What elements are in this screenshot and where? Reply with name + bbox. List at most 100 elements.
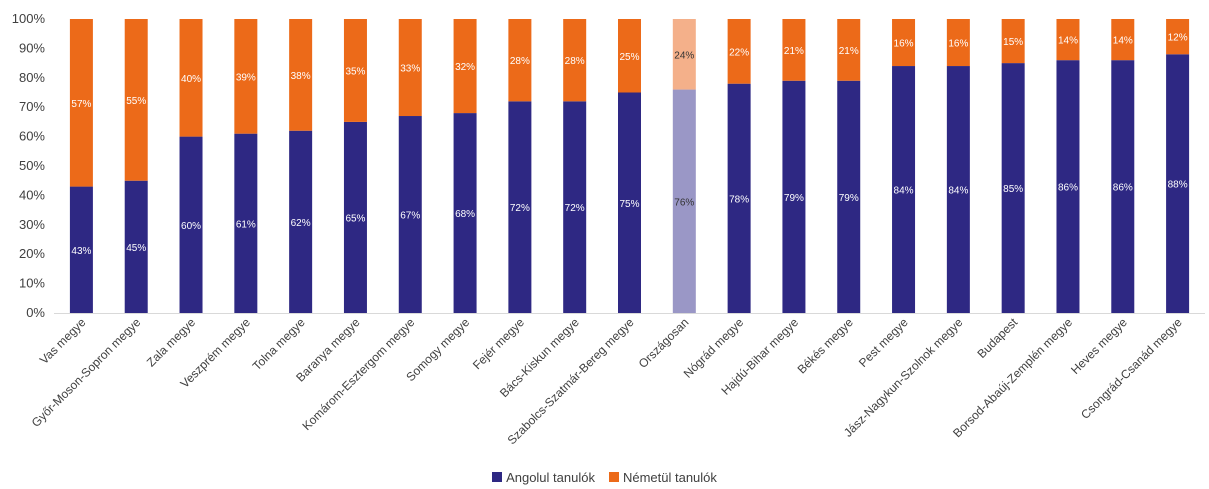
y-tick-label: 10% — [19, 276, 45, 291]
y-tick-label: 60% — [19, 129, 45, 144]
y-tick-label: 70% — [19, 99, 45, 114]
bar-segment-german — [837, 19, 861, 81]
bars: 43% 57% 45% 55% 60% 40% 61% 39% 62% 38% 65% 35% 67% 3… — [69, 19, 1190, 314]
bar-segment-german — [234, 19, 258, 134]
bar-segment-german — [69, 19, 93, 187]
x-tick-label: Békés megye — [795, 315, 857, 377]
data-label-english: 72% — [510, 203, 530, 214]
data-label-german: 25% — [619, 52, 639, 63]
bar-segment-german — [563, 19, 587, 102]
data-label-english: 85% — [1003, 184, 1023, 195]
legend-swatch-english — [492, 472, 503, 482]
bar-segment-english — [618, 92, 641, 313]
data-label-german: 32% — [455, 62, 475, 73]
data-label-german: 21% — [784, 46, 804, 57]
bar-segment-german — [343, 19, 367, 122]
data-label-english: 75% — [619, 199, 639, 210]
data-label-english: 84% — [894, 186, 914, 197]
data-label-english: 45% — [126, 243, 146, 254]
legend-item-english: Angolul tanulók — [492, 470, 595, 485]
bar-segment-english — [782, 80, 806, 314]
data-label-german: 35% — [345, 66, 365, 77]
data-label-english: 65% — [345, 213, 365, 224]
data-label-english: 60% — [181, 221, 201, 232]
bar-segment-english — [69, 186, 93, 313]
y-tick-label: 50% — [19, 158, 45, 173]
legend-item-german: Németül tanulók — [608, 469, 717, 485]
bar-segment-german — [727, 19, 751, 84]
legend: Angolul tanulók Németül tanulók — [0, 468, 1209, 486]
bar-segment-english — [289, 130, 313, 313]
data-label-english: 72% — [565, 203, 585, 214]
y-tick-label: 30% — [19, 217, 45, 232]
data-label-german: 57% — [71, 99, 91, 110]
x-tick-label: Vas megye — [37, 315, 89, 367]
data-label-german: 12% — [1168, 33, 1188, 44]
bar-segment-german — [398, 19, 422, 117]
bar-segment-english — [1001, 63, 1025, 313]
data-label-english: 86% — [1058, 183, 1078, 194]
bar-segment-english — [453, 113, 477, 313]
x-tick-label: Tolna megye — [250, 315, 308, 373]
x-tick-label: Komárom-Esztergom megye — [299, 315, 417, 433]
bar-segment-german — [289, 19, 313, 131]
y-tick-label: 40% — [19, 187, 45, 202]
x-tick-label: Pest megye — [856, 315, 911, 370]
data-label-german: 14% — [1113, 36, 1133, 47]
data-label-english: 79% — [839, 193, 859, 204]
bar-segment-english — [179, 136, 203, 313]
bar-segment-english — [124, 180, 148, 313]
y-tick-label: 90% — [19, 40, 45, 55]
bar-segment-german — [124, 19, 148, 181]
bar-segment-english — [837, 80, 861, 314]
bar-segment-german — [618, 19, 641, 93]
data-label-german: 39% — [236, 72, 256, 83]
x-tick-label: Borsod-Abaúj-Zemplén megye — [950, 315, 1075, 440]
x-tick-label: Győr-Moson-Sopron megye — [29, 315, 144, 430]
data-label-german: 14% — [1058, 36, 1078, 47]
data-label-german: 28% — [510, 56, 530, 67]
data-label-english: 86% — [1113, 183, 1133, 194]
bar-segment-german — [453, 19, 477, 114]
bar-segment-german — [1056, 19, 1080, 61]
bar-segment-english — [563, 101, 587, 313]
bar-segment-german — [1001, 19, 1025, 64]
data-label-german: 24% — [674, 50, 694, 61]
x-tick-label: Fejér megye — [470, 315, 527, 372]
data-label-english: 61% — [236, 219, 256, 230]
data-label-german: 22% — [729, 47, 749, 58]
data-label-german: 28% — [565, 56, 585, 67]
bar-segment-english — [234, 133, 258, 313]
data-label-english: 43% — [71, 246, 91, 257]
data-label-english: 76% — [674, 197, 694, 208]
bar-segment-english — [892, 66, 916, 313]
y-tick-label: 0% — [26, 305, 45, 320]
data-label-german: 16% — [894, 39, 914, 50]
bar-segment-english — [672, 89, 696, 313]
data-label-german: 40% — [181, 74, 201, 85]
bar-segment-german — [1166, 19, 1190, 55]
x-tick-label: Jász-Nagykun-Szolnok megye — [841, 315, 966, 440]
x-tick-label: Budapest — [975, 315, 1021, 361]
bar-segment-german — [782, 19, 806, 81]
data-label-german: 15% — [1003, 37, 1023, 48]
bar-segment-german — [892, 19, 916, 67]
legend-label-german: Németül tanulók — [622, 469, 717, 485]
data-label-german: 55% — [126, 96, 146, 107]
bar-segment-english — [343, 121, 367, 314]
bar-segment-german — [179, 19, 203, 137]
data-label-english: 62% — [291, 218, 311, 229]
y-tick-label: 80% — [19, 70, 45, 85]
bar-segment-german — [672, 19, 696, 90]
bar-segment-english — [1166, 54, 1190, 313]
data-label-english: 79% — [784, 193, 804, 204]
stacked-bar-chart: 0% 10% 20% 30% 40% 50% 60% 70% 80% 90% 100% 43% 57%… — [12, 11, 1205, 447]
data-label-english: 68% — [455, 209, 475, 220]
x-tick-label: Csongrád-Csanád megye — [1078, 315, 1185, 422]
x-tick-label: Heves megye — [1068, 315, 1130, 377]
data-label-english: 67% — [400, 211, 420, 222]
data-label-english: 78% — [729, 194, 749, 205]
y-axis: 0% 10% 20% 30% 40% 50% 60% 70% 80% 90% 100% — [12, 11, 46, 320]
legend-label-english: Angolul tanulók — [506, 469, 595, 485]
